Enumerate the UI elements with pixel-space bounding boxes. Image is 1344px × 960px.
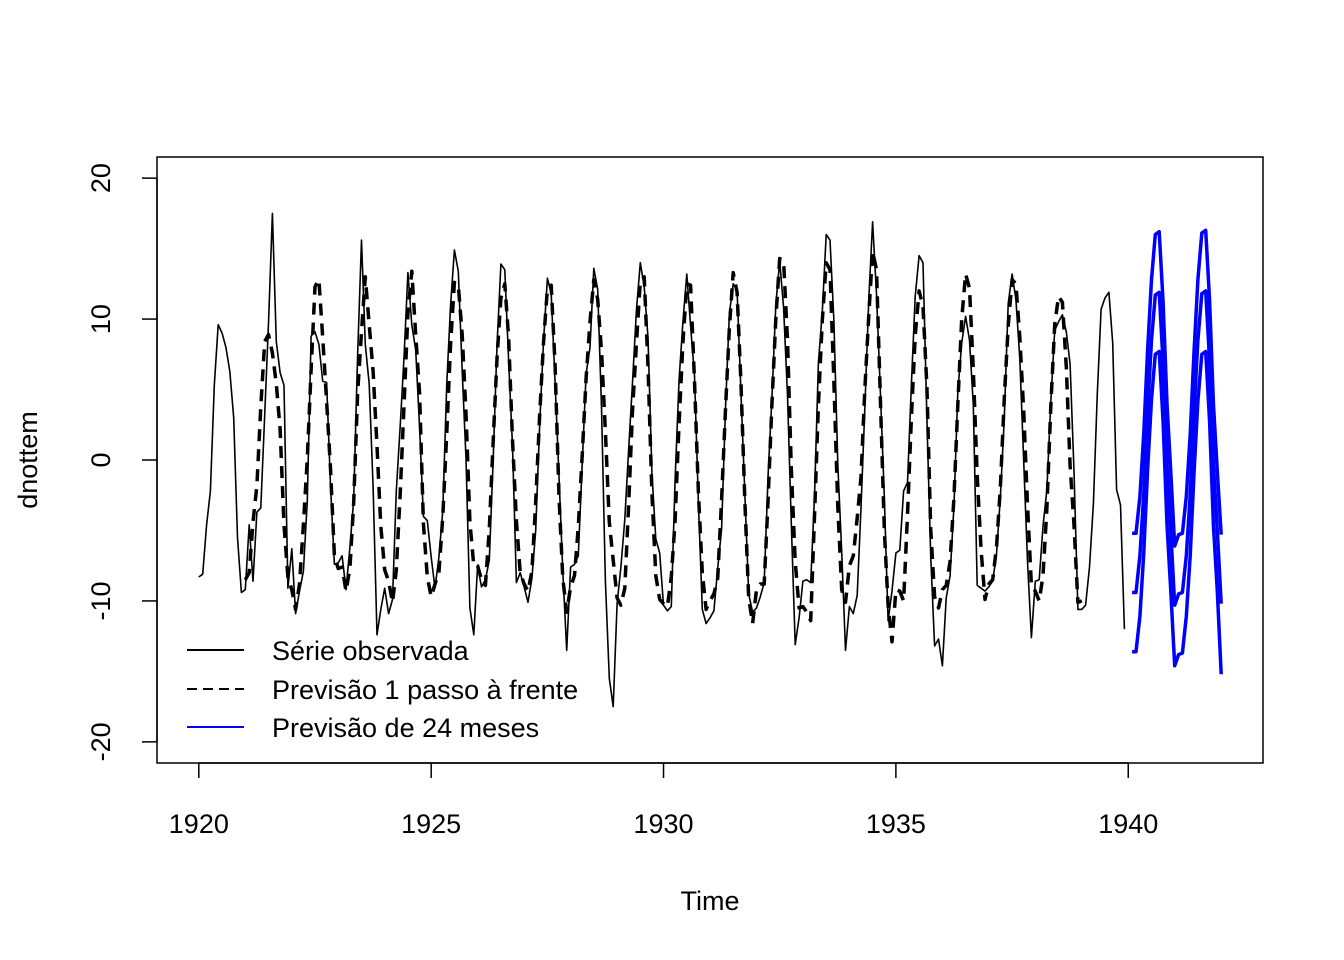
x-axis-title: Time (681, 886, 740, 916)
legend: Série observada Previsão 1 passo à frente… (187, 636, 578, 743)
x-tick-label: 1925 (401, 809, 461, 839)
y-axis-title: dnottem (13, 411, 43, 509)
x-axis: 1920 1925 1930 1935 1940 (169, 762, 1158, 839)
x-tick-label: 1930 (633, 809, 693, 839)
x-tick-label: 1920 (169, 809, 229, 839)
x-tick-label: 1935 (866, 809, 926, 839)
legend-label-2: Previsão de 24 meses (272, 713, 539, 743)
forecast-upper-bound-line (1132, 228, 1223, 548)
series-layer (198, 212, 1223, 708)
y-tick-label: 20 (86, 163, 116, 193)
y-tick-label: 10 (86, 304, 116, 334)
y-tick-label: -10 (86, 581, 116, 620)
x-tick-label: 1940 (1098, 809, 1158, 839)
legend-label-1: Previsão 1 passo à frente (272, 675, 578, 705)
forecast-mean-line (1132, 289, 1223, 607)
plot-area (198, 212, 1223, 708)
y-tick-label: -20 (86, 722, 116, 761)
plot-frame (156, 156, 1264, 764)
forecast-lower-bound-line (1132, 349, 1223, 675)
y-tick-label: 0 (86, 452, 116, 467)
observed-series-line (198, 212, 1126, 708)
y-axis: -20 -10 0 10 20 (86, 163, 158, 761)
legend-label-0: Série observada (272, 636, 470, 666)
